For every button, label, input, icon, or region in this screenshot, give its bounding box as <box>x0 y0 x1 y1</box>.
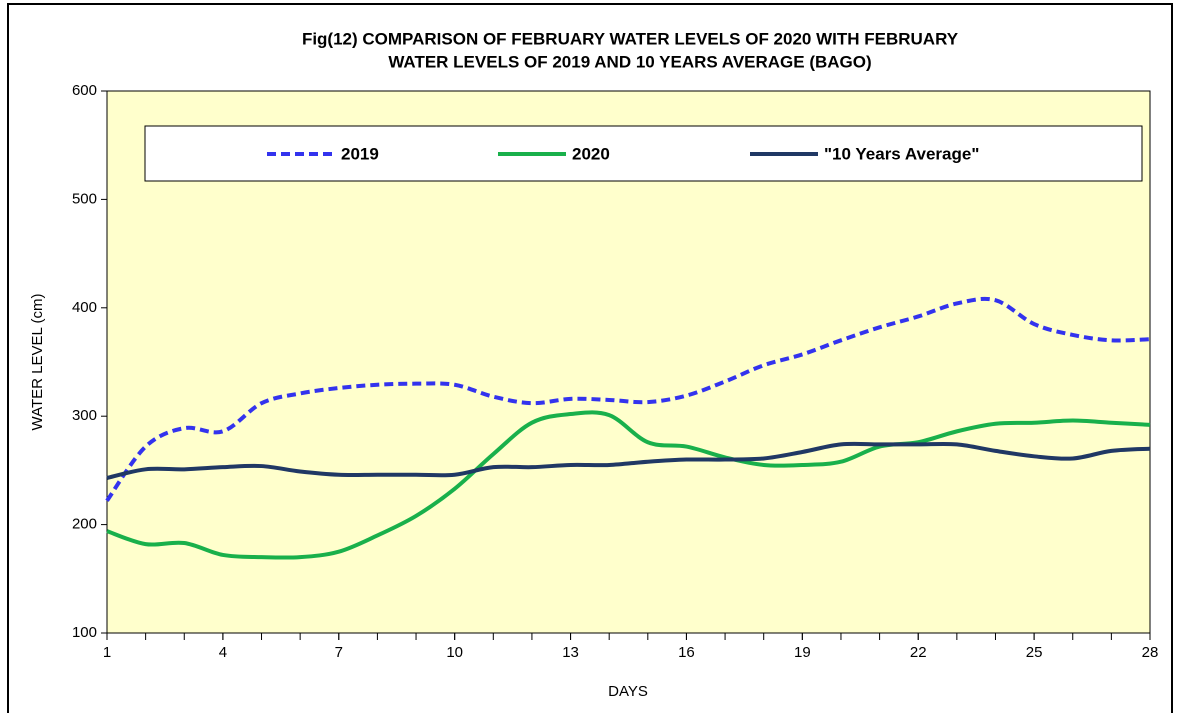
chart-title: WATER LEVELS OF 2019 AND 10 YEARS AVERAG… <box>388 52 871 71</box>
line-series <box>106 410 1151 560</box>
x-tick-label: 13 <box>562 644 579 661</box>
x-tick-label: 10 <box>446 644 463 661</box>
y-tick-label: 600 <box>72 82 97 99</box>
x-axis-label: DAYS <box>608 683 648 700</box>
legend-label: "10 Years Average" <box>824 144 979 163</box>
line-series <box>105 296 1151 502</box>
y-tick-label: 300 <box>72 407 97 424</box>
x-tick-label: 19 <box>794 644 811 661</box>
x-tick-label: 16 <box>678 644 695 661</box>
x-tick-label: 4 <box>219 644 227 661</box>
y-tick-label: 400 <box>72 299 97 316</box>
x-tick-label: 1 <box>103 644 111 661</box>
legend <box>144 125 1143 182</box>
y-tick-label: 200 <box>72 516 97 533</box>
x-tick-label: 25 <box>1026 644 1043 661</box>
x-tick-label: 28 <box>1142 644 1159 661</box>
chart-title: Fig(12) COMPARISON OF FEBRUARY WATER LEV… <box>302 29 959 48</box>
y-tick-label: 100 <box>72 624 97 641</box>
y-tick-label: 500 <box>72 190 97 207</box>
line-series <box>106 441 1151 480</box>
y-axis-label: WATER LEVEL (cm) <box>29 294 46 431</box>
legend-label: 2020 <box>572 144 610 163</box>
x-tick-label: 22 <box>910 644 927 661</box>
legend-label: 2019 <box>341 144 379 163</box>
x-tick-label: 7 <box>335 644 343 661</box>
